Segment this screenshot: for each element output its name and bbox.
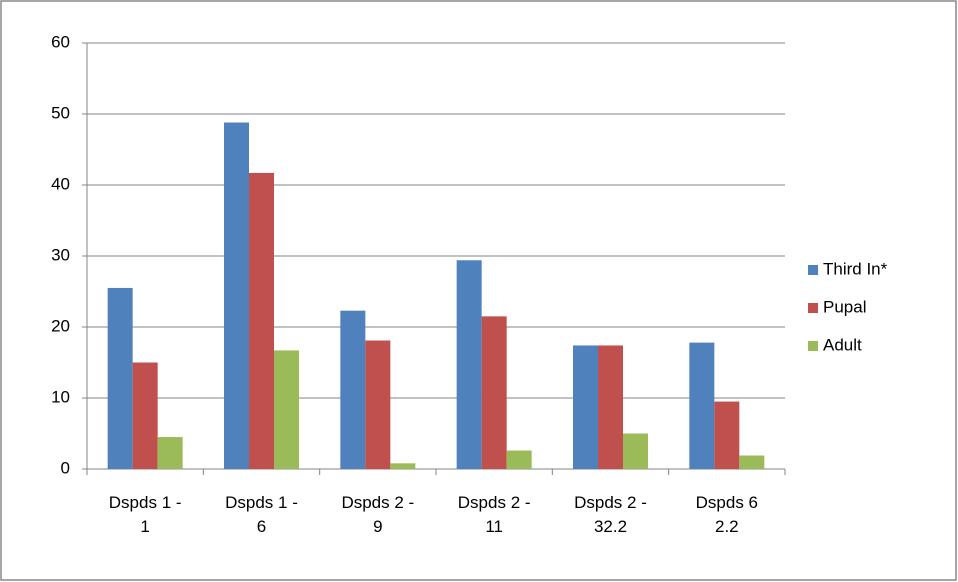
x-tick-label: Dspds 2 - 9 — [341, 493, 415, 536]
y-tick-label: 50 — [51, 103, 70, 122]
bar — [274, 350, 299, 469]
legend-swatch — [808, 265, 818, 275]
bar — [340, 310, 366, 469]
bar — [689, 342, 715, 469]
bar — [224, 122, 249, 470]
x-tick-label: Dspds 2 - 32.2 — [574, 493, 647, 536]
legend-label: Adult — [823, 335, 862, 354]
x-tick-label: Dspds 6 2.2 — [695, 493, 759, 536]
bar — [365, 340, 391, 469]
bar — [739, 455, 765, 469]
x-tick-label: Dspds 1 - 6 — [225, 493, 298, 536]
y-tick-label: 60 — [51, 32, 70, 51]
bar — [249, 172, 274, 469]
bar — [714, 401, 740, 469]
legend-swatch — [808, 303, 818, 313]
x-tick-label: Dspds 2 - 11 — [457, 493, 531, 536]
legend-swatch — [808, 341, 818, 351]
bar — [107, 287, 133, 469]
legend-label: Pupal — [823, 297, 866, 316]
bar — [598, 345, 623, 469]
y-tick-label: 20 — [51, 316, 70, 335]
y-tick-label: 0 — [61, 458, 70, 477]
y-tick-label: 40 — [51, 174, 70, 193]
bar — [456, 260, 482, 469]
x-tick-label: Dspds 1 - 1 — [108, 493, 182, 536]
bar — [390, 463, 416, 469]
legend-label: Third In* — [823, 259, 888, 278]
bar — [506, 450, 532, 469]
bar — [132, 362, 158, 469]
bar — [481, 316, 507, 469]
bar — [157, 437, 183, 469]
y-tick-label: 30 — [51, 245, 70, 264]
bar — [623, 433, 648, 469]
bar — [573, 345, 598, 469]
y-tick-label: 10 — [51, 387, 70, 406]
